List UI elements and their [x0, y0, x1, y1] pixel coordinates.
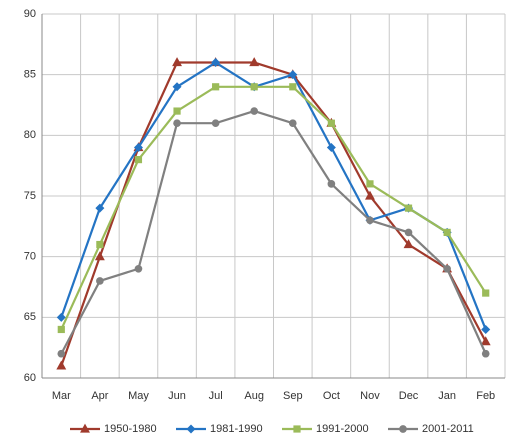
data-point [134, 156, 143, 164]
data-point [404, 228, 413, 237]
data-point [481, 349, 490, 358]
legend-label: 1981-1990 [210, 423, 263, 435]
legend-marker [399, 425, 407, 433]
data-point [211, 119, 220, 128]
legend-label: 1991-2000 [316, 423, 369, 435]
data-point [481, 324, 491, 334]
data-point [403, 239, 414, 249]
series-line [60, 109, 487, 355]
x-tick-label: Jan [438, 390, 456, 402]
x-tick-label: Aug [244, 390, 264, 402]
legend-marker [293, 425, 301, 433]
data-point [172, 82, 182, 92]
data-point [365, 190, 375, 200]
y-tick-label: 80 [24, 129, 36, 141]
data-point [134, 264, 143, 273]
x-tick-label: Apr [91, 390, 108, 402]
series-line [60, 85, 487, 330]
x-tick-label: Jul [209, 390, 223, 402]
data-point [173, 107, 181, 115]
data-point [480, 336, 491, 346]
y-tick-label: 70 [24, 251, 36, 263]
data-point [288, 70, 298, 80]
data-point [250, 83, 258, 91]
y-tick-label: 65 [24, 311, 36, 323]
x-tick-label: Sep [283, 390, 303, 402]
x-tick-label: Mar [52, 390, 71, 402]
data-point [443, 264, 451, 273]
y-tick-label: 60 [24, 372, 36, 384]
data-point [96, 277, 104, 285]
data-point [94, 251, 105, 261]
data-point [327, 180, 336, 188]
x-tick-label: Feb [476, 390, 495, 402]
legend-label: 2001-2011 [422, 423, 474, 435]
data-point [482, 289, 490, 297]
legend-label: 1950-1980 [104, 423, 157, 435]
data-point [326, 142, 336, 152]
x-tick-label: Oct [323, 390, 340, 402]
data-point [56, 360, 67, 370]
y-tick-label: 85 [24, 69, 36, 81]
series-line [60, 61, 487, 367]
data-point [172, 57, 182, 67]
data-point [327, 119, 335, 127]
legend-marker [80, 423, 90, 433]
data-point [289, 83, 297, 91]
data-point [249, 57, 260, 67]
legend-marker [186, 424, 196, 434]
data-point [288, 119, 297, 128]
data-point [366, 180, 374, 188]
data-point [95, 203, 105, 213]
x-tick-label: Dec [399, 390, 419, 402]
y-tick-label: 90 [24, 8, 36, 20]
data-point [133, 142, 143, 152]
data-point [57, 349, 66, 358]
x-tick-label: Jun [168, 390, 186, 402]
data-point [56, 312, 66, 322]
data-point [404, 204, 413, 212]
data-point [96, 240, 104, 249]
x-tick-label: May [128, 390, 149, 402]
y-tick-label: 75 [24, 190, 36, 202]
data-point [366, 216, 374, 225]
data-point [211, 58, 221, 68]
data-point [250, 107, 259, 115]
data-point [443, 228, 451, 236]
data-point [173, 119, 181, 128]
data-point [57, 325, 65, 334]
x-tick-label: Nov [360, 390, 380, 402]
data-point [212, 83, 220, 91]
